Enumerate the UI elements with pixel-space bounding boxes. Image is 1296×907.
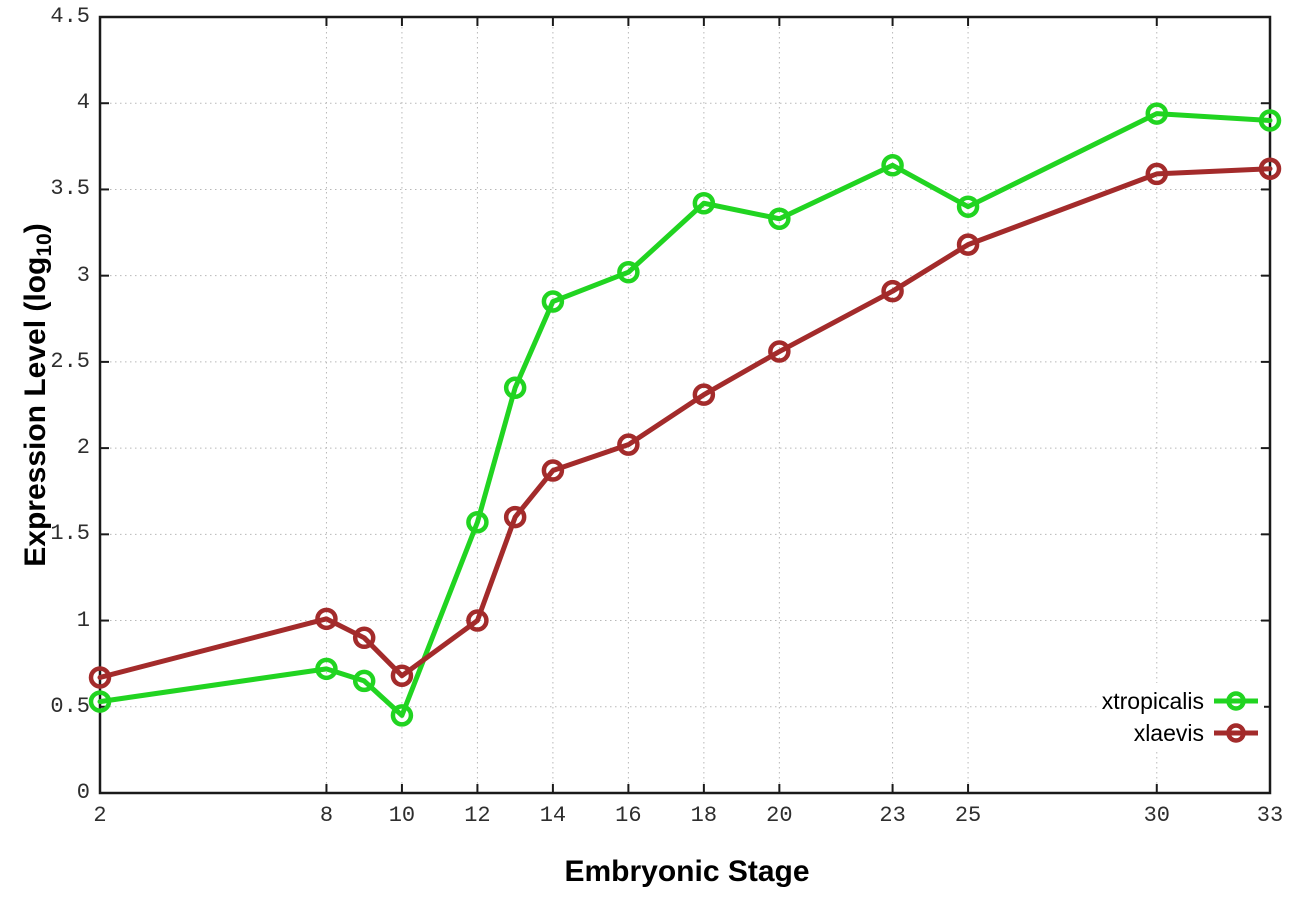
y-tick-label: 0 [76,780,90,805]
x-tick-label: 12 [464,803,491,828]
y-tick-label: 1 [76,607,90,633]
x-tick-label: 16 [615,803,642,828]
y-tick-label: 3.5 [50,176,90,202]
x-tick-label: 14 [539,803,567,828]
x-axis-title: Embryonic Stage [564,855,810,888]
y-tick-label: 4 [76,90,90,116]
y-axis-title-subscript: 10 [33,233,56,257]
x-tick-label: 33 [1256,803,1284,828]
x-tick-label: 2 [93,803,107,828]
y-axis-title-text: Expression Level (log [19,256,52,567]
x-tick-label: 18 [690,803,718,828]
legend-label-xlaevis: xlaevis [1133,719,1204,746]
legend-item-xtropicalis: xtropicalis [1102,685,1260,717]
legend: xtropicalis xlaevis [1097,683,1264,751]
y-tick-label: 1.5 [50,521,90,547]
y-tick-label: 0.5 [50,693,90,719]
x-tick-label: 30 [1143,803,1170,828]
line-marker-icon [1214,723,1258,743]
x-tick-label: 8 [319,803,334,828]
y-tick-label: 2 [76,435,90,461]
y-axis-title-suffix: ) [19,223,52,234]
y-tick-label: 3 [76,262,90,288]
legend-label-xtropicalis: xtropicalis [1101,687,1204,714]
x-tick-label: 10 [388,803,416,828]
x-tick-label: 25 [954,803,982,828]
x-tick-label: 23 [879,803,906,828]
x-tick-label: 20 [766,803,793,828]
legend-item-xlaevis: xlaevis [1102,717,1260,749]
y-tick-label: 4.5 [50,4,90,29]
line-marker-icon [1214,691,1258,711]
y-tick-label: 2.5 [50,348,90,374]
y-axis-title: Expression Level (log10) [19,223,57,566]
